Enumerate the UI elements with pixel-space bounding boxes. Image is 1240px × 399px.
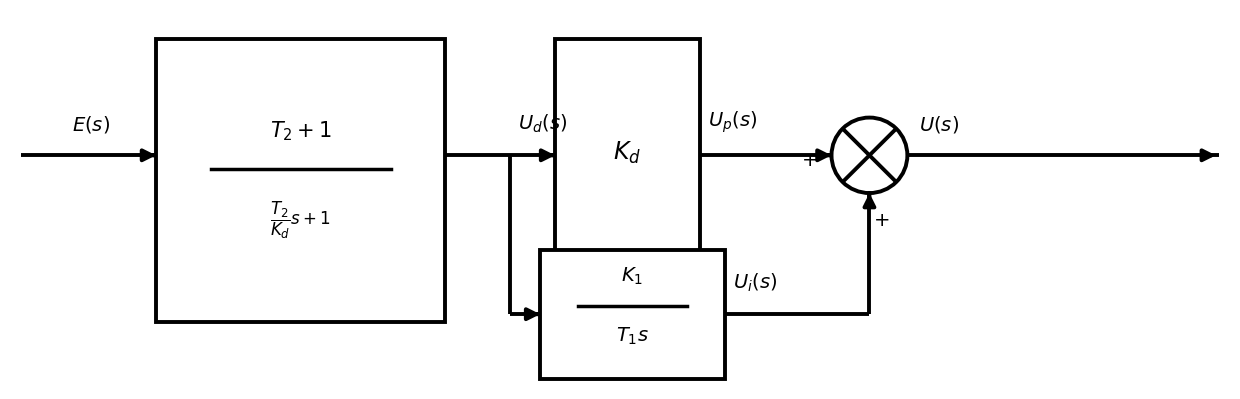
Text: $+$: $+$ xyxy=(873,211,889,230)
Text: $U(s)$: $U(s)$ xyxy=(919,115,960,135)
Text: $K_1$: $K_1$ xyxy=(621,266,644,287)
Text: $T_2+1$: $T_2+1$ xyxy=(270,119,331,143)
Text: $+$: $+$ xyxy=(801,151,817,170)
Text: $U_d(s)$: $U_d(s)$ xyxy=(518,113,568,135)
Text: $U_p(s)$: $U_p(s)$ xyxy=(708,110,758,135)
Text: $E(s)$: $E(s)$ xyxy=(72,115,110,135)
Text: $T_1s$: $T_1s$ xyxy=(616,326,649,347)
Text: $\dfrac{T_2}{K_d}s+1$: $\dfrac{T_2}{K_d}s+1$ xyxy=(270,200,331,241)
Circle shape xyxy=(832,118,908,193)
FancyBboxPatch shape xyxy=(541,250,724,379)
FancyBboxPatch shape xyxy=(556,39,699,267)
Text: $K_d$: $K_d$ xyxy=(614,140,641,166)
Text: $U_i(s)$: $U_i(s)$ xyxy=(733,272,777,294)
FancyBboxPatch shape xyxy=(156,39,445,322)
